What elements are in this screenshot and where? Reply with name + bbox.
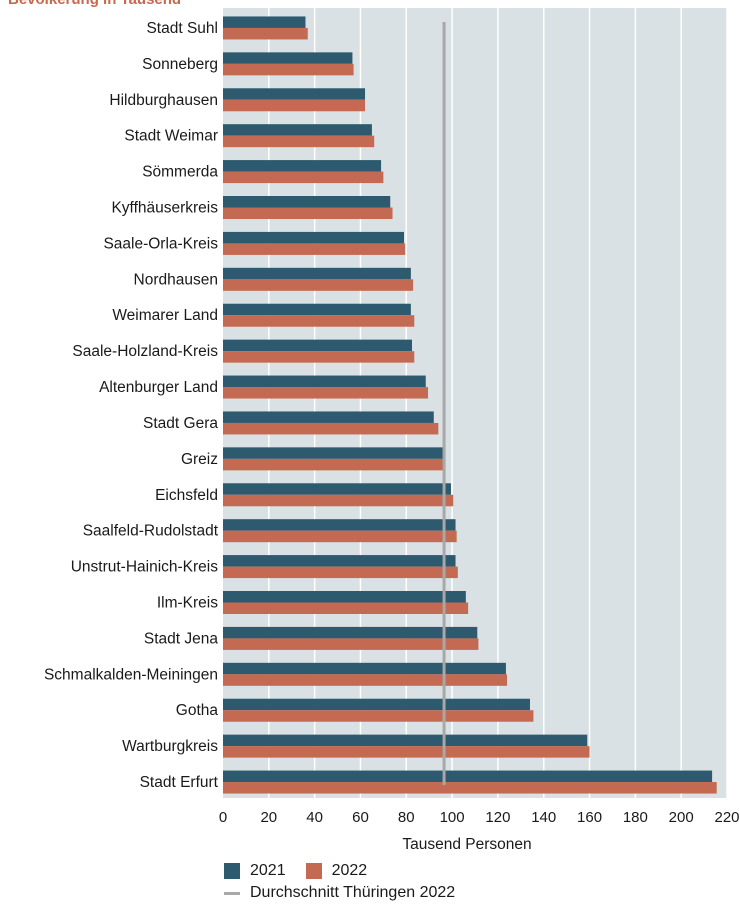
- bar-2022: [223, 422, 439, 435]
- bar-2022: [223, 458, 445, 471]
- bar-2021: [223, 52, 353, 64]
- category-label: Hildburghausen: [109, 92, 218, 109]
- x-tick-label: 0: [219, 809, 227, 826]
- bar-2022: [223, 207, 393, 219]
- bar-2022: [223, 494, 454, 507]
- x-tick-label: 80: [398, 809, 415, 826]
- bar-2021: [223, 662, 506, 675]
- category-label: Sömmerda: [142, 164, 218, 181]
- category-label: Ilm-Kreis: [157, 595, 218, 612]
- bar-2021: [223, 88, 366, 100]
- bar-2022: [223, 638, 479, 650]
- bar-2021: [223, 124, 372, 136]
- category-label: Stadt Gera: [143, 415, 218, 432]
- bar-2022: [223, 135, 375, 148]
- bar-2021: [223, 447, 445, 459]
- legend-swatch-average: [224, 891, 240, 895]
- bar-2022: [223, 243, 406, 255]
- category-label: Weimarer Land: [112, 307, 218, 324]
- category-label: Wartburgkreis: [122, 738, 218, 755]
- category-label: Stadt Suhl: [146, 20, 218, 37]
- category-label: Kyffhäuserkreis: [111, 200, 218, 217]
- category-label: Stadt Erfurt: [140, 774, 219, 791]
- x-tick-label: 100: [440, 809, 465, 826]
- bar-2021: [223, 375, 426, 388]
- bar-2022: [223, 710, 534, 722]
- legend: 2021 2022 Durchschnitt Thüringen 2022: [224, 860, 475, 904]
- x-tick-label: 180: [623, 809, 648, 826]
- x-tick-label: 60: [352, 809, 369, 826]
- category-label: Altenburger Land: [99, 379, 218, 396]
- category-label: Gotha: [176, 702, 219, 719]
- category-label: Stadt Weimar: [124, 128, 218, 145]
- legend-swatch-2022: [305, 863, 322, 879]
- legend-label-average: Durchschnitt Thüringen 2022: [250, 884, 456, 901]
- category-label: Schmalkalden-Meiningen: [44, 666, 218, 683]
- category-label: Greiz: [181, 451, 218, 468]
- bar-2021: [223, 339, 412, 352]
- legend-label-2022: 2022: [331, 862, 368, 879]
- chart-title-cut: Bevölkerung in Tausend: [8, 0, 181, 8]
- bar-2021: [223, 734, 588, 747]
- category-label: Unstrut-Hainich-Kreis: [71, 559, 219, 576]
- bar-2022: [223, 566, 458, 579]
- bar-2022: [223, 279, 414, 291]
- bar-2021: [223, 267, 411, 280]
- bar-2022: [223, 387, 429, 399]
- bar-2021: [223, 591, 466, 603]
- x-tick-label: 220: [714, 809, 739, 826]
- bar-2021: [223, 303, 411, 316]
- bar-2021: [223, 519, 456, 531]
- bar-2022: [223, 171, 384, 184]
- bar-2021: [223, 411, 434, 423]
- legend-swatch-2021: [224, 863, 240, 879]
- bar-2022: [223, 315, 415, 327]
- x-tick-label: 200: [669, 809, 694, 826]
- bar-2021: [223, 196, 391, 208]
- bar-2022: [223, 674, 508, 686]
- x-tick-label: 140: [531, 809, 556, 826]
- legend-item-average: Durchschnitt Thüringen 2022: [224, 884, 455, 902]
- bar-2021: [223, 698, 530, 711]
- x-tick-label: 160: [577, 809, 602, 826]
- category-label: Saalfeld-Rudolstadt: [83, 523, 219, 540]
- bar-2022: [223, 27, 308, 40]
- category-label: Saale-Holzland-Kreis: [72, 343, 218, 360]
- bar-2021: [223, 231, 404, 244]
- bar-2021: [223, 16, 306, 28]
- category-label: Stadt Jena: [144, 630, 218, 647]
- x-tick-label: 120: [485, 809, 510, 826]
- bar-2021: [223, 483, 451, 495]
- bar-2022: [223, 782, 717, 794]
- legend-label-2021: 2021: [250, 862, 286, 879]
- bar-2021: [223, 626, 478, 639]
- x-axis-title: Tausend Personen: [402, 836, 531, 853]
- bar-2022: [223, 746, 590, 758]
- bar-2022: [223, 530, 457, 543]
- category-label: Sonneberg: [142, 56, 218, 73]
- x-tick-label: 40: [306, 809, 323, 826]
- bar-2022: [223, 351, 415, 363]
- bar-2022: [223, 602, 469, 614]
- category-label: Saale-Orla-Kreis: [103, 235, 218, 252]
- legend-item-2021: 2021: [224, 862, 286, 880]
- x-tick-label: 20: [260, 809, 277, 826]
- bar-2021: [223, 770, 713, 783]
- category-label: Eichsfeld: [155, 487, 218, 504]
- category-label: Nordhausen: [134, 271, 218, 288]
- bar-2021: [223, 160, 382, 172]
- bar-2022: [223, 63, 354, 76]
- bar-2022: [223, 99, 366, 112]
- bar-2021: [223, 555, 456, 567]
- legend-item-2022: 2022: [305, 862, 368, 880]
